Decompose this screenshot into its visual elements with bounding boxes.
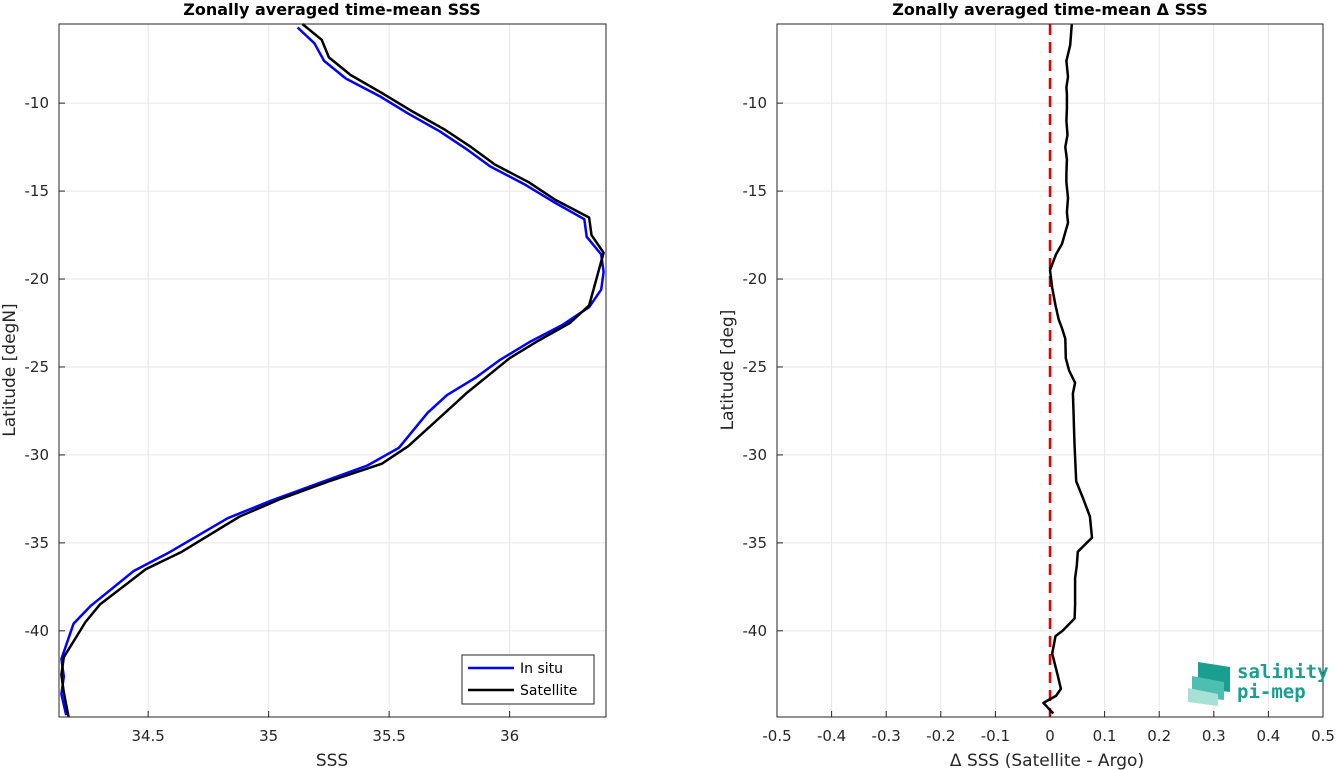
delta-sss-panel: -0.5 -0.4 -0.3 -0.2 -0.1 0 0.1 0.2 0.3 0.4 0.5 -10 -… (718, 0, 1335, 770)
chart-title-left: Zonally averaged time-mean SSS (183, 0, 481, 19)
y-tick-label-right: -40 (743, 622, 768, 640)
plot-area-left (59, 24, 606, 717)
y-tick-label-left: -40 (25, 622, 50, 640)
y-axis-label-right: Latitude [deg] (718, 310, 738, 431)
y-tick-label-left: -20 (25, 270, 50, 288)
logo-mark-front (1188, 688, 1218, 706)
y-tick-label-right: -35 (743, 534, 768, 552)
logo-text-line1: salinity (1237, 661, 1329, 683)
x-tick-label-right: -0.1 (981, 727, 1010, 745)
series-right (1042, 23, 1094, 715)
series-line-satellite (60, 23, 605, 718)
x-tick-label-right: 0.2 (1147, 727, 1171, 745)
x-tick-label-left: 35 (259, 727, 278, 745)
y-tick-label-right: -20 (743, 270, 768, 288)
x-tick-label-right: 0.5 (1311, 727, 1335, 745)
y-tick-label-left: -35 (25, 534, 50, 552)
x-tick-label-right: -0.3 (872, 727, 901, 745)
x-axis-label-left: SSS (316, 751, 348, 770)
x-axis-label-right: Δ SSS (Satellite - Argo) (950, 751, 1144, 770)
legend: In situ Satellite (461, 654, 595, 705)
y-tick-label-right: -25 (743, 358, 768, 376)
x-tick-label-right: 0.3 (1202, 727, 1226, 745)
y-tick-label-left: -15 (25, 182, 50, 200)
y-axis-label-left: Latitude [degN] (0, 303, 20, 436)
legend-label-satellite: Satellite (520, 683, 577, 699)
sss-panel: 34.5 35 35.5 36 -10 -15 -20 -25 -30 -35 -40 Zonall… (0, 0, 607, 770)
x-tick-label-right: -0.5 (762, 727, 791, 745)
tick-labels-left: 34.5 35 35.5 36 -10 -15 -20 -25 -30 -35 -40 (25, 94, 520, 745)
y-tick-label-right: -10 (743, 94, 768, 112)
salinity-pi-mep-logo: salinity pi-mep (1188, 661, 1329, 706)
series-left (60, 23, 605, 718)
grid-right (776, 24, 1324, 717)
y-tick-label-left: -30 (25, 446, 50, 464)
series-line-in-situ (60, 26, 605, 716)
y-tick-label-right: -30 (743, 446, 768, 464)
logo-text-line2: pi-mep (1237, 681, 1306, 703)
x-tick-label-right: 0 (1045, 727, 1055, 745)
x-tick-label-right: -0.2 (926, 727, 955, 745)
x-tick-label-left: 34.5 (131, 727, 164, 745)
legend-box (461, 654, 595, 705)
series-line-delta-sss (1042, 23, 1094, 715)
x-tick-label-left: 36 (500, 727, 519, 745)
x-tick-label-right: -0.4 (817, 727, 846, 745)
y-tick-label-left: -25 (25, 358, 50, 376)
chart-title-right: Zonally averaged time-mean Δ SSS (892, 0, 1208, 19)
grid-left (59, 24, 606, 717)
axes-frame-left (58, 23, 607, 718)
x-tick-label-left: 35.5 (372, 727, 405, 745)
legend-label-in-situ: In situ (520, 661, 563, 677)
x-tick-label-right: 0.4 (1256, 727, 1280, 745)
x-tick-label-right: 0.1 (1093, 727, 1117, 745)
tick-labels-right: -0.5 -0.4 -0.3 -0.2 -0.1 0 0.1 0.2 0.3 0.4 0.5 -10 -… (743, 94, 1335, 745)
y-tick-label-right: -15 (743, 182, 768, 200)
y-tick-label-left: -10 (25, 94, 50, 112)
